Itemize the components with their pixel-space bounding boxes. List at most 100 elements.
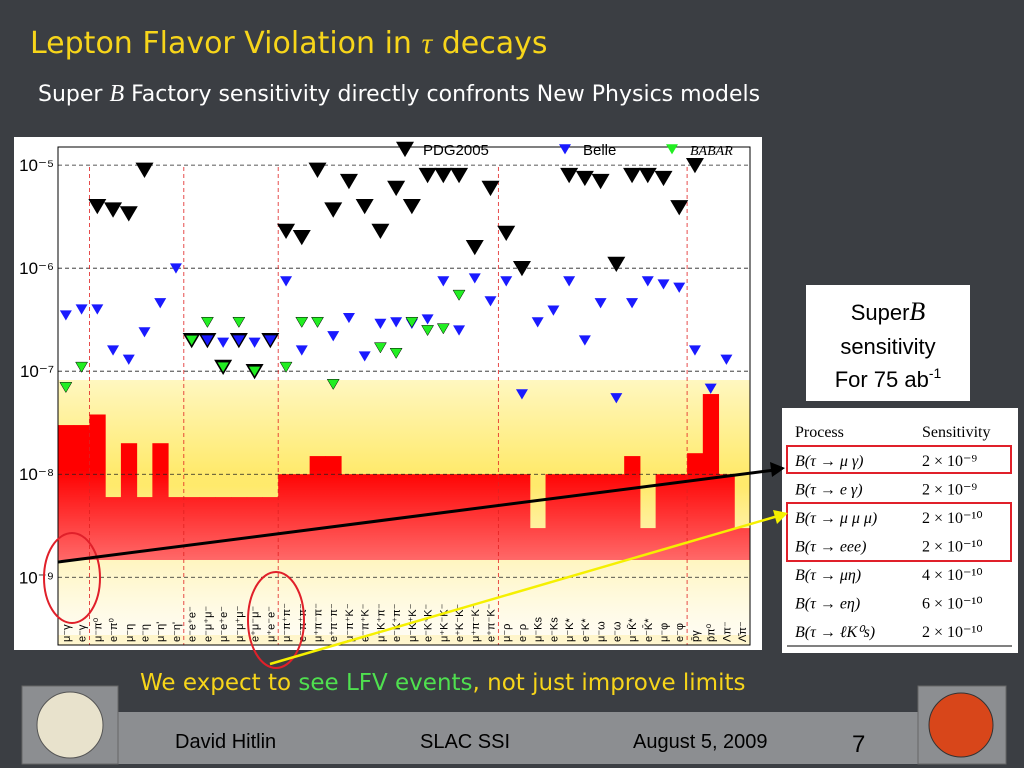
x-tick-label: e⁺π⁻K⁻ [486, 603, 498, 642]
table-cell: 2 × 10⁻⁹ [922, 453, 977, 470]
highlight [786, 502, 1012, 562]
marker [497, 225, 516, 241]
marker [280, 276, 293, 287]
x-tick-label: μ⁻π⁺π⁻ [281, 603, 293, 642]
footer-author: David Hitlin [175, 731, 276, 753]
footer-venue: SLAC SSI [420, 731, 510, 753]
marker [560, 167, 579, 184]
marker [324, 202, 343, 218]
marker [623, 167, 642, 184]
x-tick-label: μ⁻π⁰ [92, 617, 104, 642]
marker [641, 276, 654, 287]
message: We expect to see LFV events, not just im… [140, 670, 745, 696]
marker [277, 223, 296, 240]
legend-label: Belle [583, 142, 616, 159]
x-tick-label: μ⁻φ [659, 623, 671, 642]
x-tick-label: μ⁻ω [596, 621, 608, 642]
marker [685, 157, 704, 174]
circle [247, 571, 305, 669]
callout-line: For 75 ab-1 [835, 365, 942, 392]
marker [387, 180, 406, 197]
x-tick-label: e⁻φ [674, 623, 686, 642]
marker [607, 256, 626, 273]
arrow-head [773, 510, 788, 524]
x-tick-label: e⁻K* [580, 618, 592, 642]
y-tick-label: 10⁻⁷ [20, 362, 54, 381]
marker [59, 382, 73, 394]
page-number: 7 [852, 731, 865, 758]
x-tick-label: μ⁻K⁺π⁻ [375, 603, 387, 642]
x-tick-label: e⁺π⁻π⁻ [328, 603, 340, 642]
x-tick-label: e⁻η [140, 624, 152, 642]
x-tick-label: μ⁻e⁺e⁻ [218, 606, 230, 642]
table: Process Sensitivity B(τ → μ γ) 2 × 10⁻⁹ B(τ … [787, 424, 1012, 647]
x-tick-label: e⁻K⁺K⁻ [423, 604, 435, 642]
marker [201, 335, 214, 346]
table-panel [782, 408, 1018, 653]
logo [928, 692, 994, 758]
marker [468, 273, 481, 284]
marker [421, 314, 434, 325]
x-tick-label: μ⁻ρ [501, 624, 513, 642]
x-tick-label: e⁻π⁺K⁻ [360, 603, 372, 642]
x-tick-label: μ⁻Ks [533, 617, 545, 642]
x-tick-label: e⁻e⁺e⁻ [187, 606, 199, 642]
arrow [57, 468, 776, 564]
highlight [786, 445, 1012, 474]
marker [216, 361, 230, 373]
marker [591, 173, 610, 190]
legend-marker [396, 141, 414, 158]
legend-label: BABAR [690, 144, 733, 159]
marker [339, 173, 358, 190]
marker [358, 351, 371, 362]
marker [91, 304, 104, 315]
marker [390, 317, 403, 328]
subtitle: Super B Factory sensitivity directly con… [38, 81, 760, 107]
x-tick-label: e⁻μ⁺μ⁻ [202, 606, 214, 642]
marker [434, 167, 453, 184]
table-cell: B(τ → μ γ) [795, 453, 864, 470]
marker [418, 167, 437, 184]
marker [135, 162, 154, 178]
table-cell: B(τ → e γ) [795, 482, 863, 499]
x-tick-label: μ⁺e⁻e⁻ [265, 606, 277, 642]
marker [389, 348, 403, 359]
table-cell: B(τ → ℓK⁰s) [795, 624, 875, 641]
marker [248, 337, 261, 348]
x-tick-label: e⁻ω [611, 621, 623, 642]
marker [547, 305, 560, 316]
marker [295, 345, 308, 356]
marker [217, 337, 230, 348]
bar-fade [58, 470, 750, 635]
marker [232, 316, 246, 328]
marker [169, 263, 182, 274]
marker [512, 260, 531, 277]
slide-title: Lepton Flavor Violation in τ decays [30, 26, 548, 61]
x-tick-label: e⁻η' [171, 622, 183, 642]
x-tick-label: e⁺μ⁻μ⁻ [250, 606, 262, 642]
marker [59, 310, 72, 321]
marker [75, 304, 88, 315]
marker [452, 289, 466, 301]
marker [437, 276, 450, 287]
marker [626, 298, 639, 309]
x-tick-label: Λ̄π⁻ [737, 621, 749, 642]
marker [484, 296, 497, 307]
marker [720, 354, 733, 365]
callout-box [806, 285, 970, 401]
table-header: Sensitivity [922, 424, 990, 441]
marker [500, 276, 513, 287]
marker [594, 298, 607, 309]
marker [342, 312, 355, 324]
marker [405, 316, 419, 328]
x-tick-label: Λπ⁻ [721, 621, 733, 642]
x-tick-label: μ⁺π⁻K⁻ [470, 603, 482, 642]
y-tick-label: 10⁻⁶ [19, 259, 54, 278]
x-tick-label: μ⁻η [124, 624, 136, 642]
caltech-seal [36, 691, 104, 759]
marker [436, 323, 450, 335]
marker [657, 279, 670, 290]
x-tick-label: e⁻ρ [517, 624, 529, 642]
x-tick-label: μ⁻γ [61, 624, 73, 642]
table-cell: 2 × 10⁻⁹ [922, 482, 977, 499]
